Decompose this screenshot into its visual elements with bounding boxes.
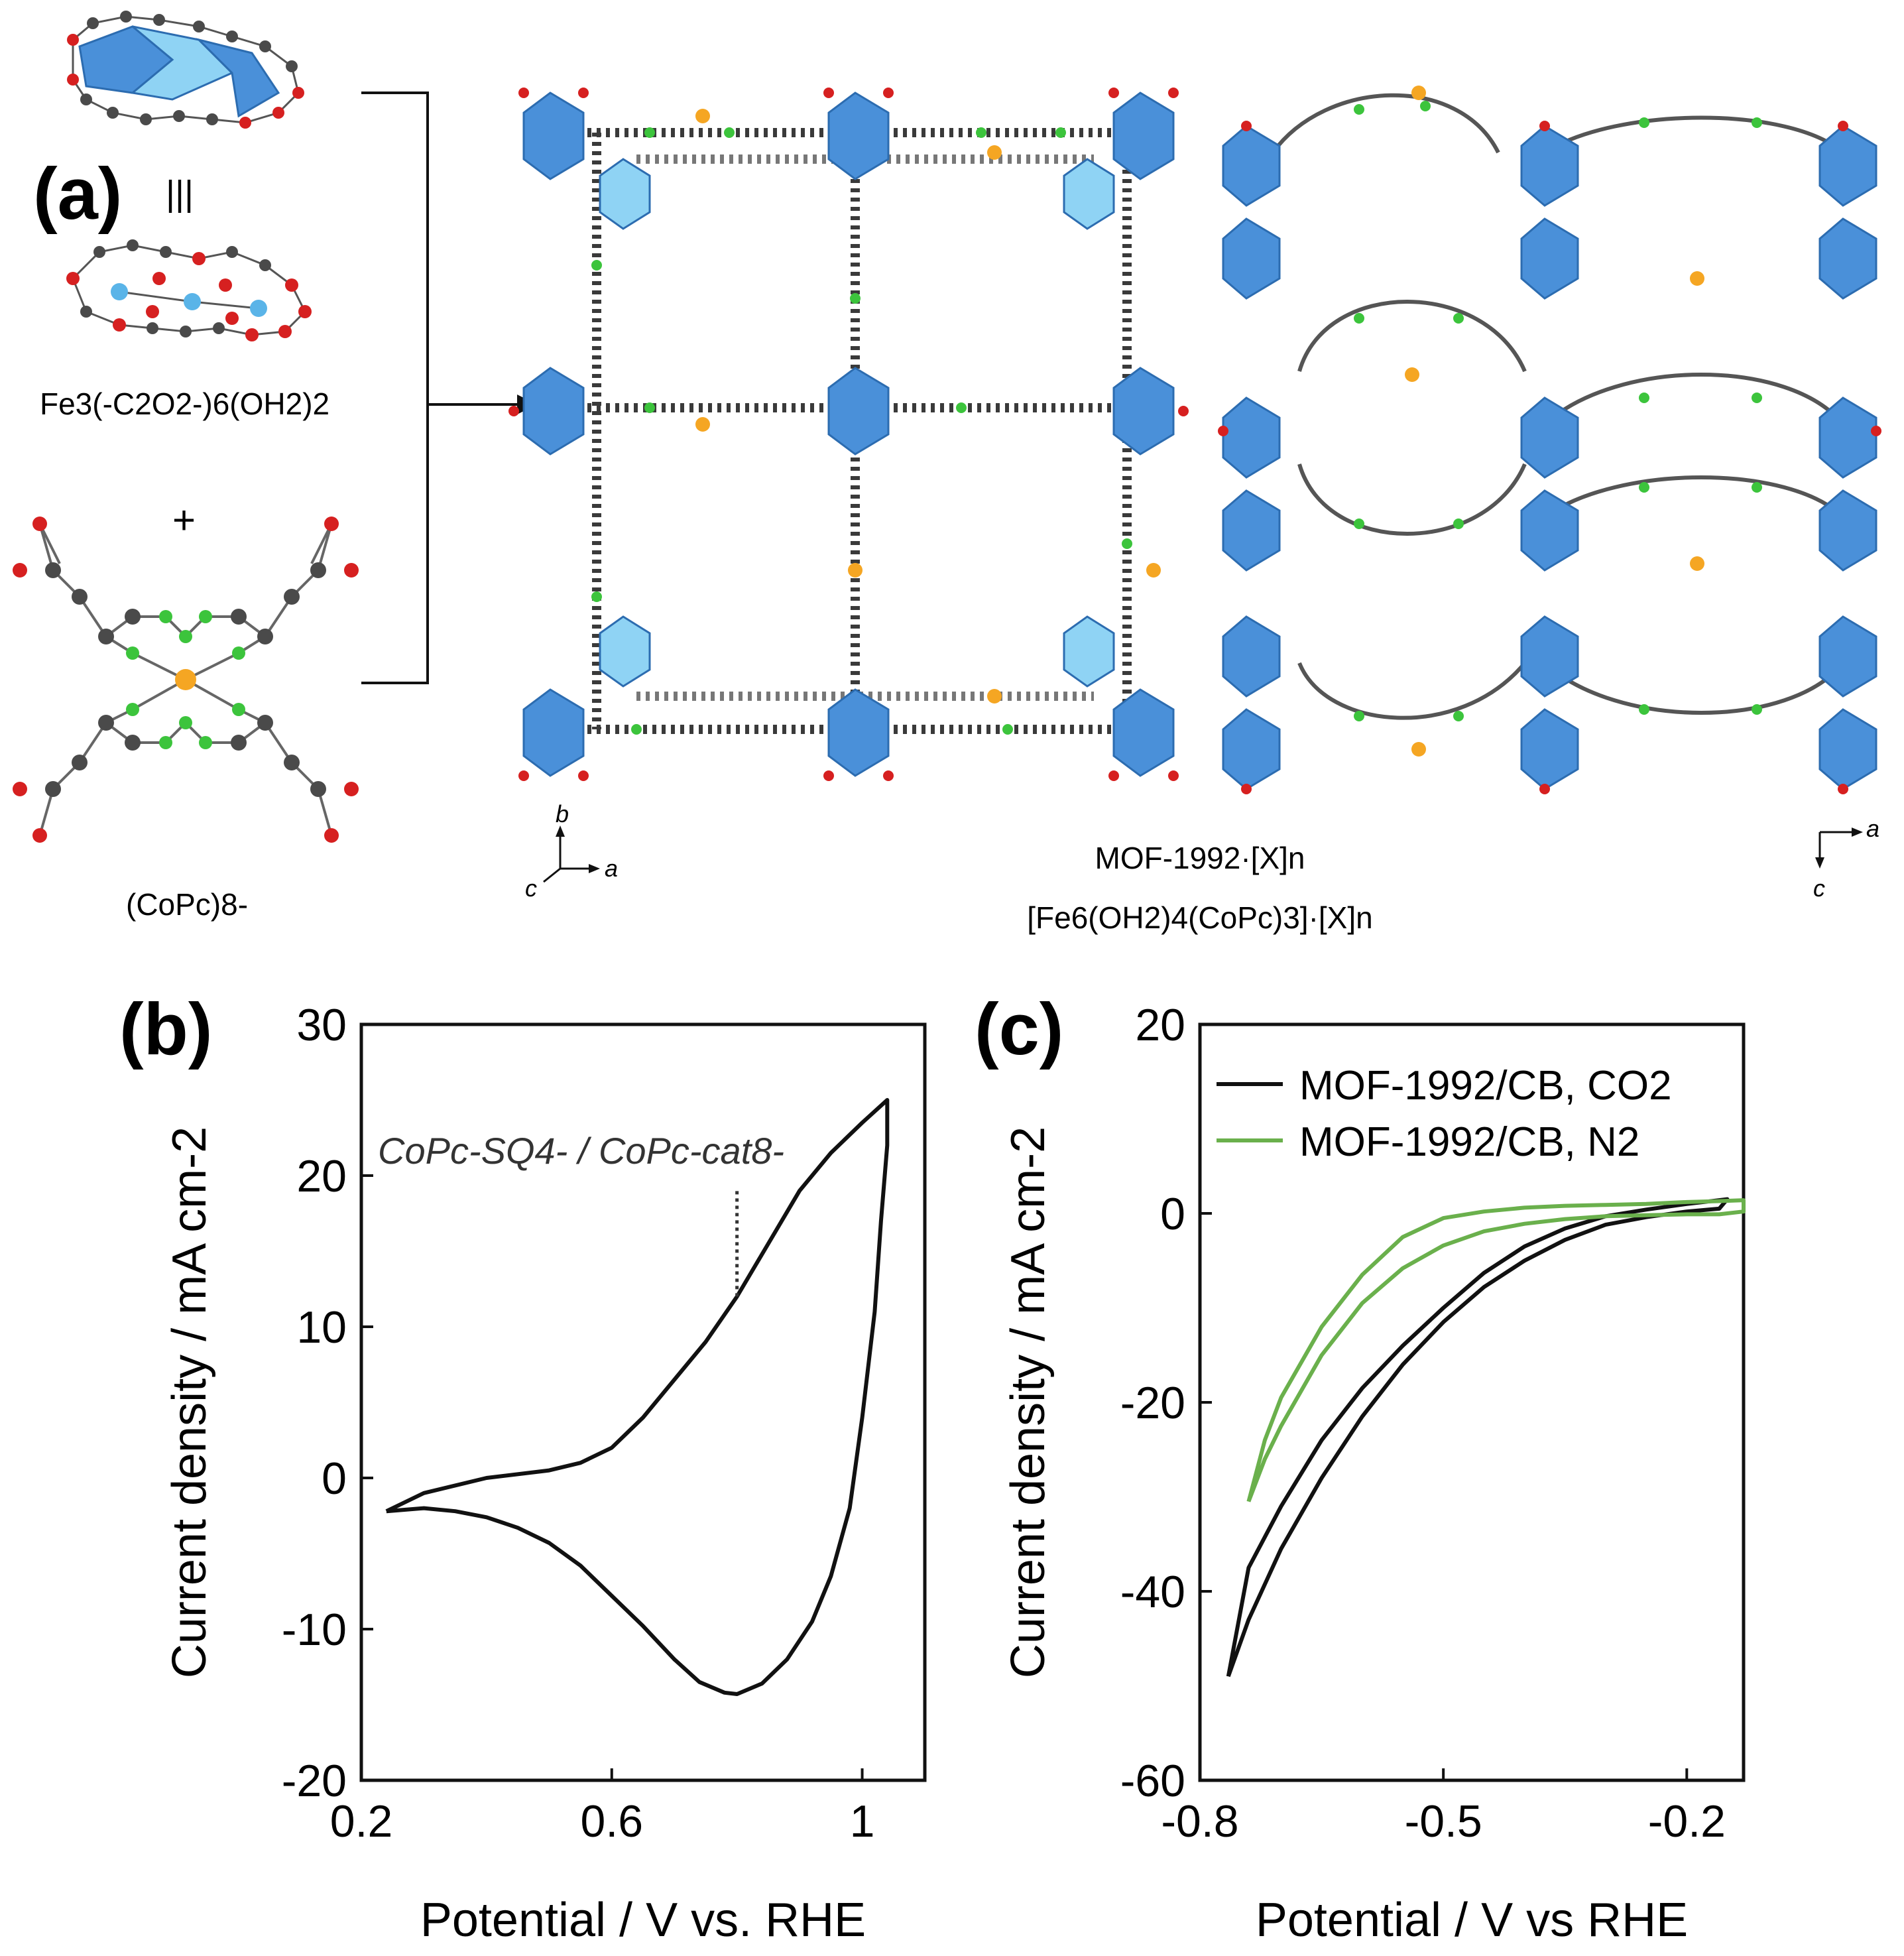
- y-tick-label: 30: [296, 1000, 347, 1050]
- panel-b: (b) -20 -10 0 10 20 30 0.2 0.6 1 CoPc-SQ4- / Co…: [119, 989, 927, 1947]
- equivalence-symbol: |||: [166, 174, 194, 214]
- y-tick-label: -20: [1120, 1378, 1185, 1428]
- fe-trimer-polyhedral-icon: [67, 11, 304, 129]
- y-tick-label: -60: [1120, 1756, 1185, 1806]
- plot-b-series: [385, 1098, 890, 1696]
- x-tick-label: -0.2: [1648, 1796, 1726, 1847]
- legend-label-co2: MOF-1992/CB, CO2: [1299, 1063, 1672, 1109]
- x-tick-label: 0.6: [581, 1796, 644, 1847]
- plot-c-x-ticks: -0.8 -0.5 -0.2: [1161, 1768, 1726, 1847]
- plot-c-y-ticks: -60 -40 -20 0 20: [1120, 1000, 1212, 1806]
- panel-c: (c) -60 -40 -20 0 20 -0.8 -0.5 -0.2 MOF-1992/C…: [975, 989, 1746, 1947]
- plot-b-x-ticks: 0.2 0.6 1: [330, 1768, 875, 1847]
- mof-3d-framework: [508, 88, 1189, 781]
- series-line-0: [385, 1098, 890, 1696]
- mof-2d-projection: [1218, 86, 1881, 794]
- plot-c-x-axis-label: Potential / V vs RHE: [1256, 1894, 1688, 1947]
- panel-a-label: (a): [33, 153, 122, 235]
- fe-trimer-ball-stick-icon: [66, 239, 312, 341]
- x-tick-label: -0.5: [1405, 1796, 1482, 1847]
- mof-name: MOF-1992·[X]n: [1095, 841, 1305, 875]
- axis-a-label: a: [605, 855, 618, 882]
- y-tick-label: 0: [322, 1453, 347, 1504]
- series-line-1: [1246, 1198, 1746, 1502]
- fe-unit-formula: Fe3(-C2O2-)6(OH2)2: [40, 387, 329, 421]
- plot-c-legend: MOF-1992/CB, CO2 MOF-1992/CB, N2: [1217, 1063, 1672, 1165]
- plot-b-annotation: CoPc-SQ4- / CoPc-cat8-: [378, 1130, 784, 1172]
- copc-unit-formula: (CoPc)8-: [126, 887, 248, 922]
- axis-a-label-right: a: [1866, 815, 1879, 842]
- plus-symbol: +: [172, 498, 196, 542]
- y-tick-label: 20: [1135, 1000, 1185, 1050]
- series-line-0: [1226, 1197, 1730, 1678]
- axis-c-label: c: [525, 875, 537, 902]
- legend-label-n2: MOF-1992/CB, N2: [1299, 1119, 1639, 1165]
- axis-b-label: b: [556, 800, 569, 827]
- plot-b-y-ticks: -20 -10 0 10 20 30: [282, 1000, 373, 1806]
- plot-b-y-axis-label: Current density / mA cm-2: [163, 1127, 216, 1678]
- axis-c-label-right: c: [1813, 875, 1825, 902]
- assembly-arrow: [361, 92, 537, 684]
- mof-formula: [Fe6(OH2)4(CoPc)3]·[X]n: [1027, 900, 1372, 935]
- y-tick-label: 20: [296, 1151, 347, 1201]
- axes-indicator-right: [1815, 827, 1863, 869]
- panel-b-label: (b): [119, 989, 212, 1070]
- plot-c-y-axis-label: Current density / mA cm-2: [1002, 1127, 1055, 1678]
- x-tick-label: -0.8: [1161, 1796, 1238, 1847]
- y-tick-label: -40: [1120, 1567, 1185, 1617]
- copc-ligand-icon: [13, 517, 359, 843]
- y-tick-label: 0: [1160, 1189, 1185, 1239]
- x-tick-label: 0.2: [330, 1796, 393, 1847]
- plot-b-x-axis-label: Potential / V vs. RHE: [420, 1894, 866, 1947]
- y-tick-label: -20: [282, 1756, 347, 1806]
- plot-b-frame: [359, 1022, 927, 1782]
- y-tick-label: 10: [296, 1302, 347, 1353]
- y-tick-label: -10: [282, 1605, 347, 1655]
- axes-indicator-left: [543, 825, 600, 883]
- panel-a: (a) ||| +: [13, 11, 1881, 935]
- panel-c-label: (c): [975, 989, 1063, 1070]
- x-tick-label: 1: [850, 1796, 875, 1847]
- plot-c-series: [1226, 1197, 1746, 1678]
